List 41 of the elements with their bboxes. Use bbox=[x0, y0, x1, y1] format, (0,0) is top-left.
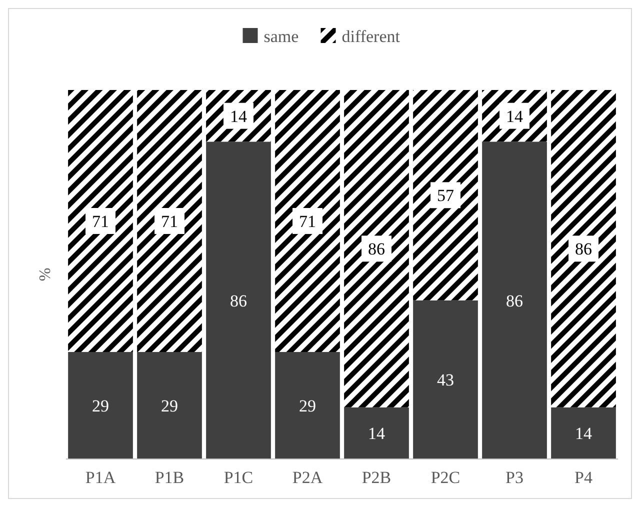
bar bbox=[137, 90, 202, 352]
bar bbox=[413, 300, 478, 459]
data-label: 43 bbox=[437, 370, 454, 390]
legend-label: same bbox=[264, 27, 299, 46]
bar bbox=[551, 407, 616, 459]
data-label: 71 bbox=[161, 212, 178, 231]
bar bbox=[137, 352, 202, 459]
data-label: 86 bbox=[506, 291, 523, 310]
data-label: 14 bbox=[506, 106, 524, 126]
x-tick-label: P4 bbox=[574, 468, 593, 487]
data-label: 86 bbox=[368, 240, 385, 259]
data-label: 14 bbox=[230, 106, 248, 126]
x-tick-label: P2A bbox=[292, 468, 324, 487]
x-tick-label: P3 bbox=[506, 468, 524, 487]
data-label: 29 bbox=[299, 396, 316, 416]
bar bbox=[551, 90, 616, 408]
y-axis-title: % bbox=[37, 268, 54, 282]
data-label: 14 bbox=[575, 424, 592, 444]
x-tick-label: P1C bbox=[224, 468, 254, 487]
bar bbox=[344, 90, 409, 408]
data-label: 29 bbox=[161, 396, 178, 416]
bar bbox=[68, 352, 133, 459]
x-tick-label: P1B bbox=[154, 468, 184, 487]
data-label: 86 bbox=[230, 291, 247, 310]
bar bbox=[68, 90, 133, 352]
data-label: 14 bbox=[368, 424, 386, 444]
data-label: 57 bbox=[437, 186, 454, 206]
x-tick-label: P2C bbox=[430, 468, 460, 487]
legend-label: different bbox=[342, 27, 400, 46]
data-label: 86 bbox=[575, 240, 592, 259]
bar bbox=[344, 407, 409, 459]
data-label: 71 bbox=[299, 212, 316, 231]
bar bbox=[275, 352, 340, 459]
bar bbox=[275, 90, 340, 352]
x-tick-label: P2B bbox=[362, 468, 392, 487]
bar bbox=[206, 142, 271, 459]
data-label: 29 bbox=[92, 396, 109, 416]
x-tick-label: P1A bbox=[85, 468, 116, 487]
bar bbox=[413, 90, 478, 300]
bar bbox=[482, 142, 547, 459]
data-label: 71 bbox=[92, 212, 109, 231]
